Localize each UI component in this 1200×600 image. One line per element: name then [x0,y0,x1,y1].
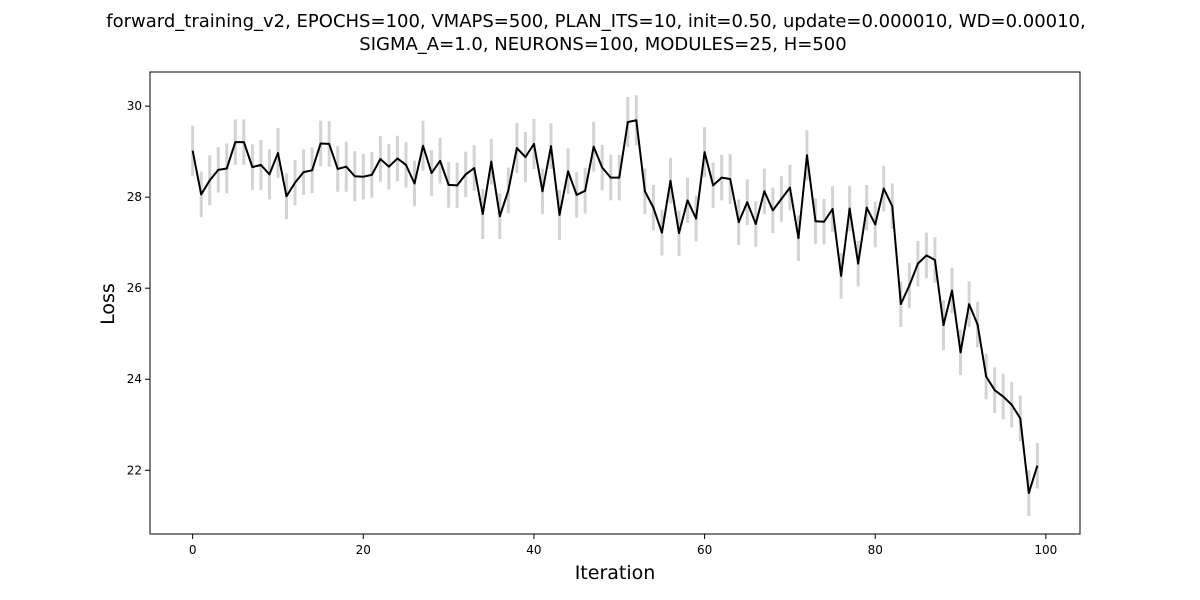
chart-title-line-2: SIGMA_A=1.0, NEURONS=100, MODULES=25, H=… [359,34,846,55]
x-axis-ticks: 0 20 40 60 80 100 [189,534,1057,557]
chart-title-line-1: forward_training_v2, EPOCHS=100, VMAPS=5… [106,11,1085,32]
x-tick-label: 40 [526,543,541,557]
x-tick-label: 20 [356,543,371,557]
plot-area-frame [149,71,1081,535]
y-tick-label: 22 [127,463,142,477]
loss-line [191,119,1039,495]
y-axis-ticks: 22 24 26 28 30 [127,99,150,477]
x-tick-label: 100 [1034,543,1057,557]
x-tick-label: 80 [868,543,883,557]
y-tick-label: 26 [127,281,142,295]
x-axis-label: Iteration [575,562,656,584]
y-tick-label: 30 [127,99,142,113]
y-tick-label: 24 [127,372,142,386]
x-tick-label: 0 [189,543,197,557]
loss-series [191,119,1039,495]
y-tick-label: 28 [127,190,142,204]
x-tick-label: 60 [697,543,712,557]
error-bars [191,95,1039,516]
y-axis-label: Loss [97,283,119,325]
